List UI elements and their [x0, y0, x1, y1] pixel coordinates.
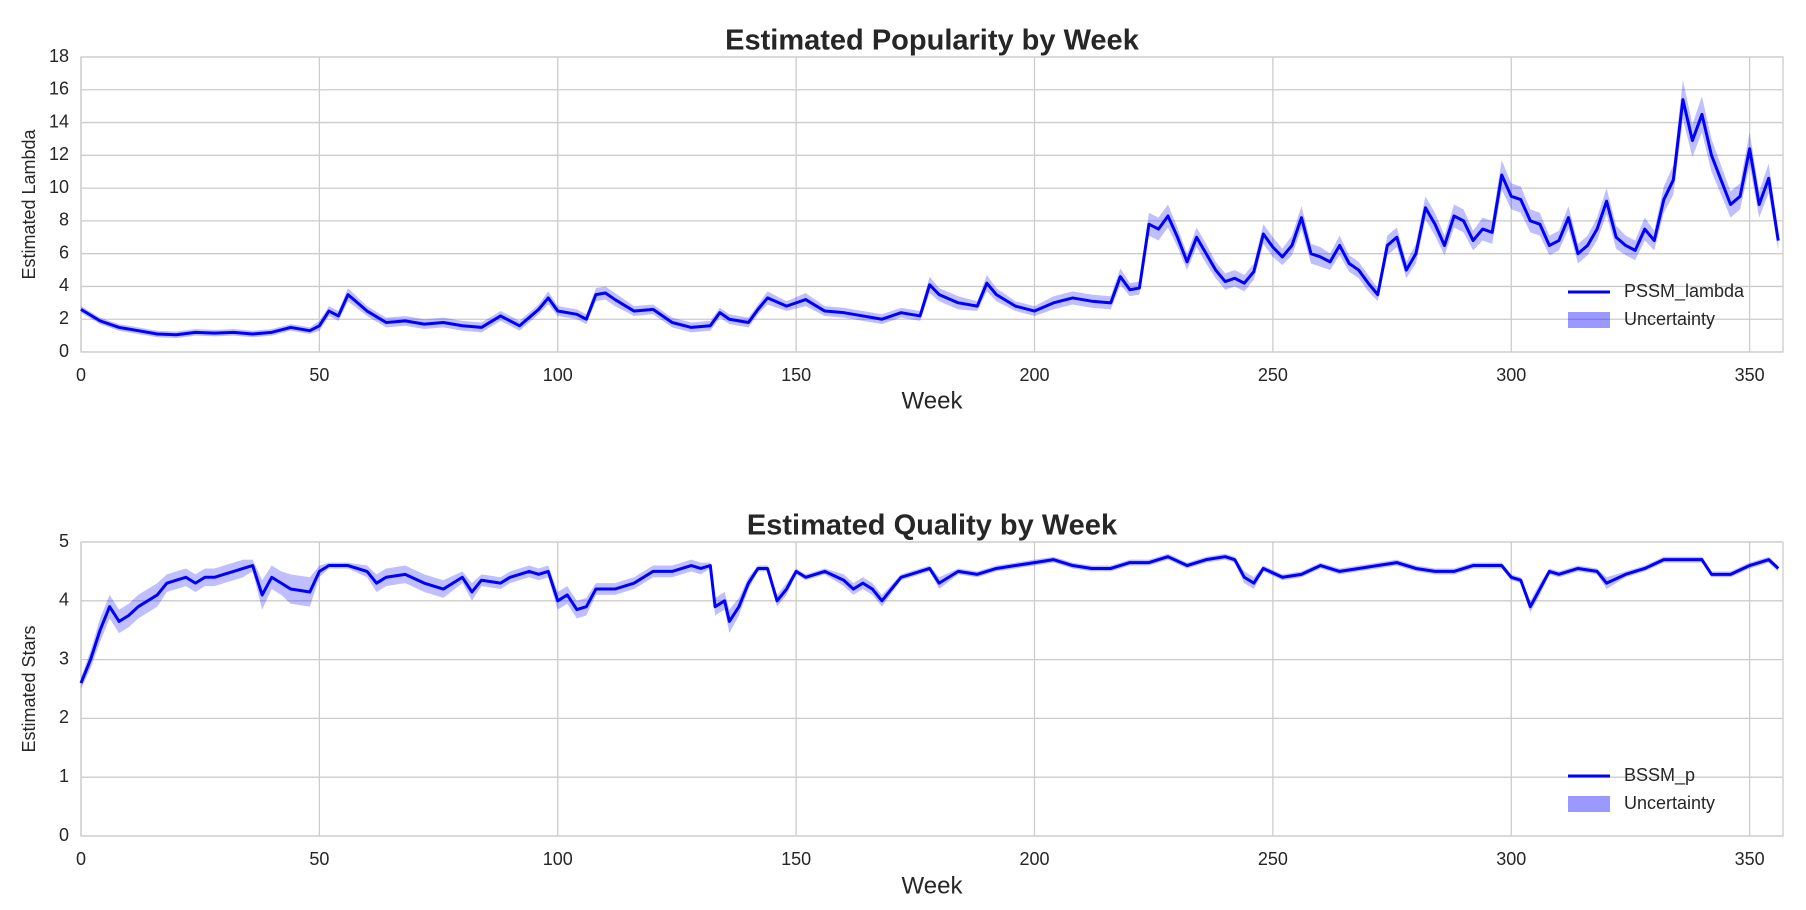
x-tick-label: 200 — [1019, 849, 1049, 869]
y-tick-label: 2 — [59, 707, 69, 727]
plot-area — [80, 56, 1784, 353]
x-axis-label: Week — [902, 387, 964, 414]
x-tick-label: 350 — [1735, 365, 1765, 385]
x-tick-label: 300 — [1496, 365, 1526, 385]
y-tick-label: 1 — [59, 766, 69, 786]
y-tick-label: 14 — [49, 111, 69, 131]
x-tick-label: 50 — [309, 849, 329, 869]
x-tick-label: 50 — [309, 365, 329, 385]
series-line — [79, 555, 1780, 684]
chart-title: Estimated Popularity by Week — [725, 25, 1140, 57]
y-tick-label: 16 — [49, 79, 69, 99]
x-tick-label: 150 — [781, 849, 811, 869]
series-line — [80, 98, 1780, 337]
uncertainty-band — [81, 79, 1779, 339]
x-tick-label: 0 — [76, 849, 86, 869]
y-tick-label: 0 — [59, 341, 69, 361]
y-tick-label: 8 — [59, 210, 69, 230]
legend-band — [1568, 796, 1610, 812]
y-tick-label: 5 — [59, 531, 69, 551]
y-tick-label: 4 — [59, 590, 69, 610]
x-tick-label: 250 — [1258, 365, 1288, 385]
x-tick-label: 0 — [76, 365, 86, 385]
y-tick-label: 10 — [49, 177, 69, 197]
y-axis-label: Estimated Stars — [19, 625, 39, 752]
legend-label: BSSM_p — [1624, 765, 1695, 786]
legend-label: PSSM_lambda — [1624, 281, 1745, 302]
plot-area — [80, 541, 1784, 837]
x-tick-label: 100 — [543, 365, 573, 385]
y-tick-label: 4 — [59, 275, 69, 295]
y-tick-label: 3 — [59, 648, 69, 668]
y-tick-label: 2 — [59, 308, 69, 328]
y-tick-label: 0 — [59, 825, 69, 845]
x-tick-label: 300 — [1496, 849, 1526, 869]
x-tick-label: 200 — [1019, 365, 1049, 385]
x-tick-label: 250 — [1258, 849, 1288, 869]
legend-label: Uncertainty — [1624, 793, 1715, 813]
legend-band — [1568, 312, 1610, 328]
y-tick-label: 18 — [49, 46, 69, 66]
legend-label: Uncertainty — [1624, 309, 1715, 329]
chart-title: Estimated Quality by Week — [747, 510, 1118, 542]
y-tick-label: 12 — [49, 144, 69, 164]
y-tick-label: 6 — [59, 242, 69, 262]
x-tick-label: 100 — [543, 849, 573, 869]
x-tick-label: 150 — [781, 365, 811, 385]
x-tick-label: 350 — [1735, 849, 1765, 869]
x-axis-label: Week — [902, 872, 964, 899]
y-axis-label: Estimated Lambda — [19, 128, 39, 279]
